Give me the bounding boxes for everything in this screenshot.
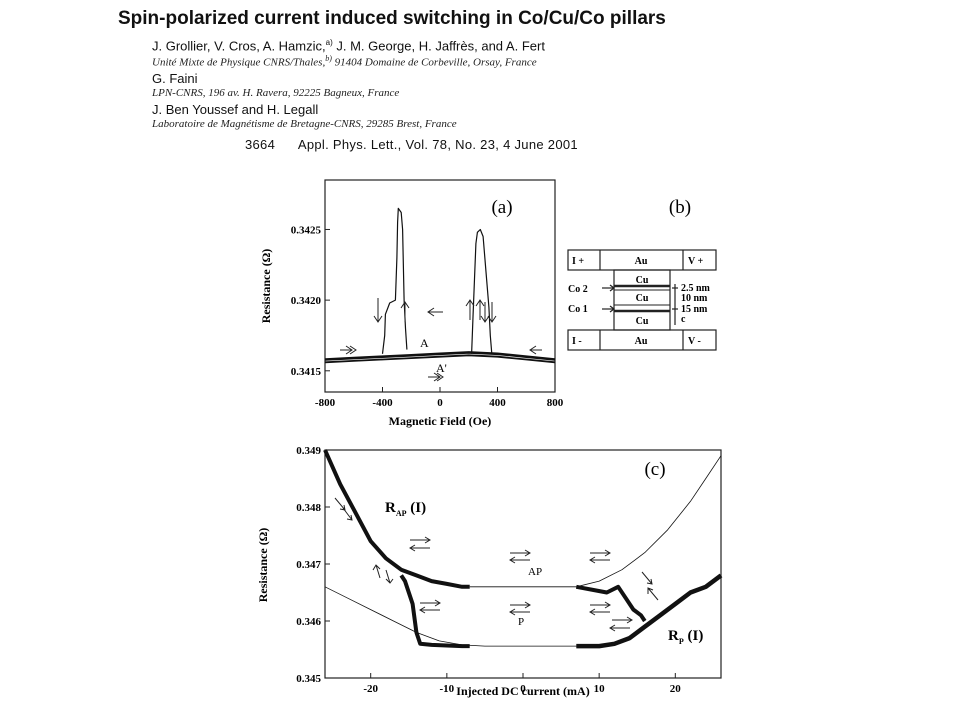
series-label-rap: RAP (I) [385, 500, 426, 518]
x-tick-label: 10 [594, 683, 606, 695]
x-tick-label: -10 [440, 683, 455, 695]
x-tick-label: 0 [437, 397, 443, 409]
panel-a-label: (a) [491, 197, 512, 218]
panel-c-y-ticks: 0.345 0.346 0.347 0.348 0.349 [296, 445, 330, 685]
annotation-a: A [420, 336, 429, 350]
panel-c-series [323, 449, 723, 649]
label-v-plus: V + [688, 256, 704, 267]
panel-a-xlabel: Magnetic Field (Oe) [389, 414, 492, 428]
author-footnote: a) [325, 38, 333, 47]
series-line-4 [576, 573, 723, 649]
rp-after: (I) [684, 628, 704, 644]
paper-title: Spin-polarized current induced switching… [118, 8, 666, 29]
series-line-5 [469, 455, 722, 588]
x-tick-label: 20 [670, 683, 682, 695]
series-line-2 [324, 354, 556, 364]
x-tick-label: -800 [315, 397, 336, 409]
rap-main: R [385, 500, 396, 516]
author-line-1: J. Grollier, V. Cros, A. Hamzic,a) J. M.… [152, 38, 545, 53]
author-line-2: G. Faini [152, 71, 198, 86]
series-line-3 [575, 584, 647, 623]
label-au-top: Au [635, 256, 648, 267]
y-tick-label: 0.348 [296, 502, 321, 514]
label-au-bottom: Au [635, 336, 648, 347]
rp-sub: P [679, 637, 684, 646]
series-line-3 [381, 207, 408, 354]
label-i-minus: I - [572, 336, 582, 347]
y-tick-label: 0.3420 [291, 295, 322, 307]
label-cu-1: Cu [636, 275, 649, 286]
rap-sub: AP [396, 509, 407, 518]
annotation-ap: AP [528, 566, 542, 578]
label-thickness-3: 15 nm [681, 304, 708, 315]
x-tick-label: 800 [547, 397, 564, 409]
series-line-1 [323, 449, 470, 589]
affiliation-line-1: Unité Mixte de Physique CNRS/Thales,b) 9… [152, 54, 537, 69]
panel-c-arrows [334, 497, 659, 632]
panel-c-frame [324, 449, 722, 679]
panel-a-series [324, 207, 556, 364]
panel-a-ylabel: Resistance (Ω) [259, 249, 273, 324]
affiliation-footnote: b) [325, 54, 332, 63]
label-i-plus: I + [572, 256, 584, 267]
series-line-1 [324, 351, 556, 361]
label-c: c [681, 314, 686, 325]
affiliation-text: Unité Mixte de Physique CNRS/Thales, [152, 56, 326, 69]
annotation-a-prime: A' [436, 361, 447, 375]
affiliation-text-continued: 91404 Domaine de Corbeville, Orsay, Fran… [331, 56, 537, 69]
panel-c-xlabel: Injected DC current (mA) [456, 684, 589, 698]
author-line-3: J. Ben Youssef and H. Legall [152, 102, 319, 117]
series-label-rp: RP (I) [668, 628, 703, 646]
y-tick-label: 0.3415 [291, 366, 322, 378]
series-line-2 [399, 574, 470, 649]
panel-c-x-ticks: -20 -10 0 10 20 [363, 673, 681, 695]
label-cu-2: Cu [636, 293, 649, 304]
y-tick-label: 0.347 [296, 559, 321, 571]
rp-main: R [668, 628, 679, 644]
label-co1: Co 1 [568, 304, 588, 315]
bottom-electrode-box [567, 329, 717, 351]
journal-citation: 3664 Appl. Phys. Lett., Vol. 78, No. 23,… [245, 137, 578, 152]
affiliation-line-3: Laboratoire de Magnétisme de Bretagne-CN… [152, 118, 457, 130]
series-line-6 [324, 586, 584, 647]
series-line-4 [471, 228, 493, 354]
panel-b-label: (b) [669, 197, 691, 218]
panel-a-arrows [340, 298, 542, 382]
y-tick-label: 0.346 [296, 616, 321, 628]
label-cu-3: Cu [636, 316, 649, 327]
y-tick-label: 0.349 [296, 445, 321, 457]
layer-stack-diagram [567, 249, 717, 351]
y-tick-label: 0.345 [296, 673, 321, 685]
affiliation-line-2: LPN-CNRS, 196 av. H. Ravera, 92225 Bagne… [152, 87, 400, 99]
author-names: J. Grollier, V. Cros, A. Hamzic, [152, 38, 326, 54]
label-thickness-2: 10 nm [681, 293, 708, 304]
x-tick-label: -20 [363, 683, 378, 695]
x-tick-label: 400 [489, 397, 506, 409]
label-v-minus: V - [688, 336, 701, 347]
rap-after: (I) [407, 500, 427, 516]
panel-c-label: (c) [644, 459, 665, 480]
x-tick-label: -400 [372, 397, 393, 409]
y-tick-label: 0.3425 [291, 224, 322, 236]
label-thickness-1: 2.5 nm [681, 283, 711, 294]
panel-c-ylabel: Resistance (Ω) [256, 528, 270, 603]
panel-a-y-ticks: 0.3415 0.3420 0.3425 [291, 224, 330, 378]
annotation-p: P [518, 616, 524, 628]
x-tick-label: 0 [520, 683, 526, 695]
label-co2: Co 2 [568, 284, 588, 295]
author-names-continued: J. M. George, H. Jaffrès, and A. Fert [332, 38, 545, 54]
panel-a-x-ticks: -800 -400 0 400 800 [315, 387, 564, 409]
